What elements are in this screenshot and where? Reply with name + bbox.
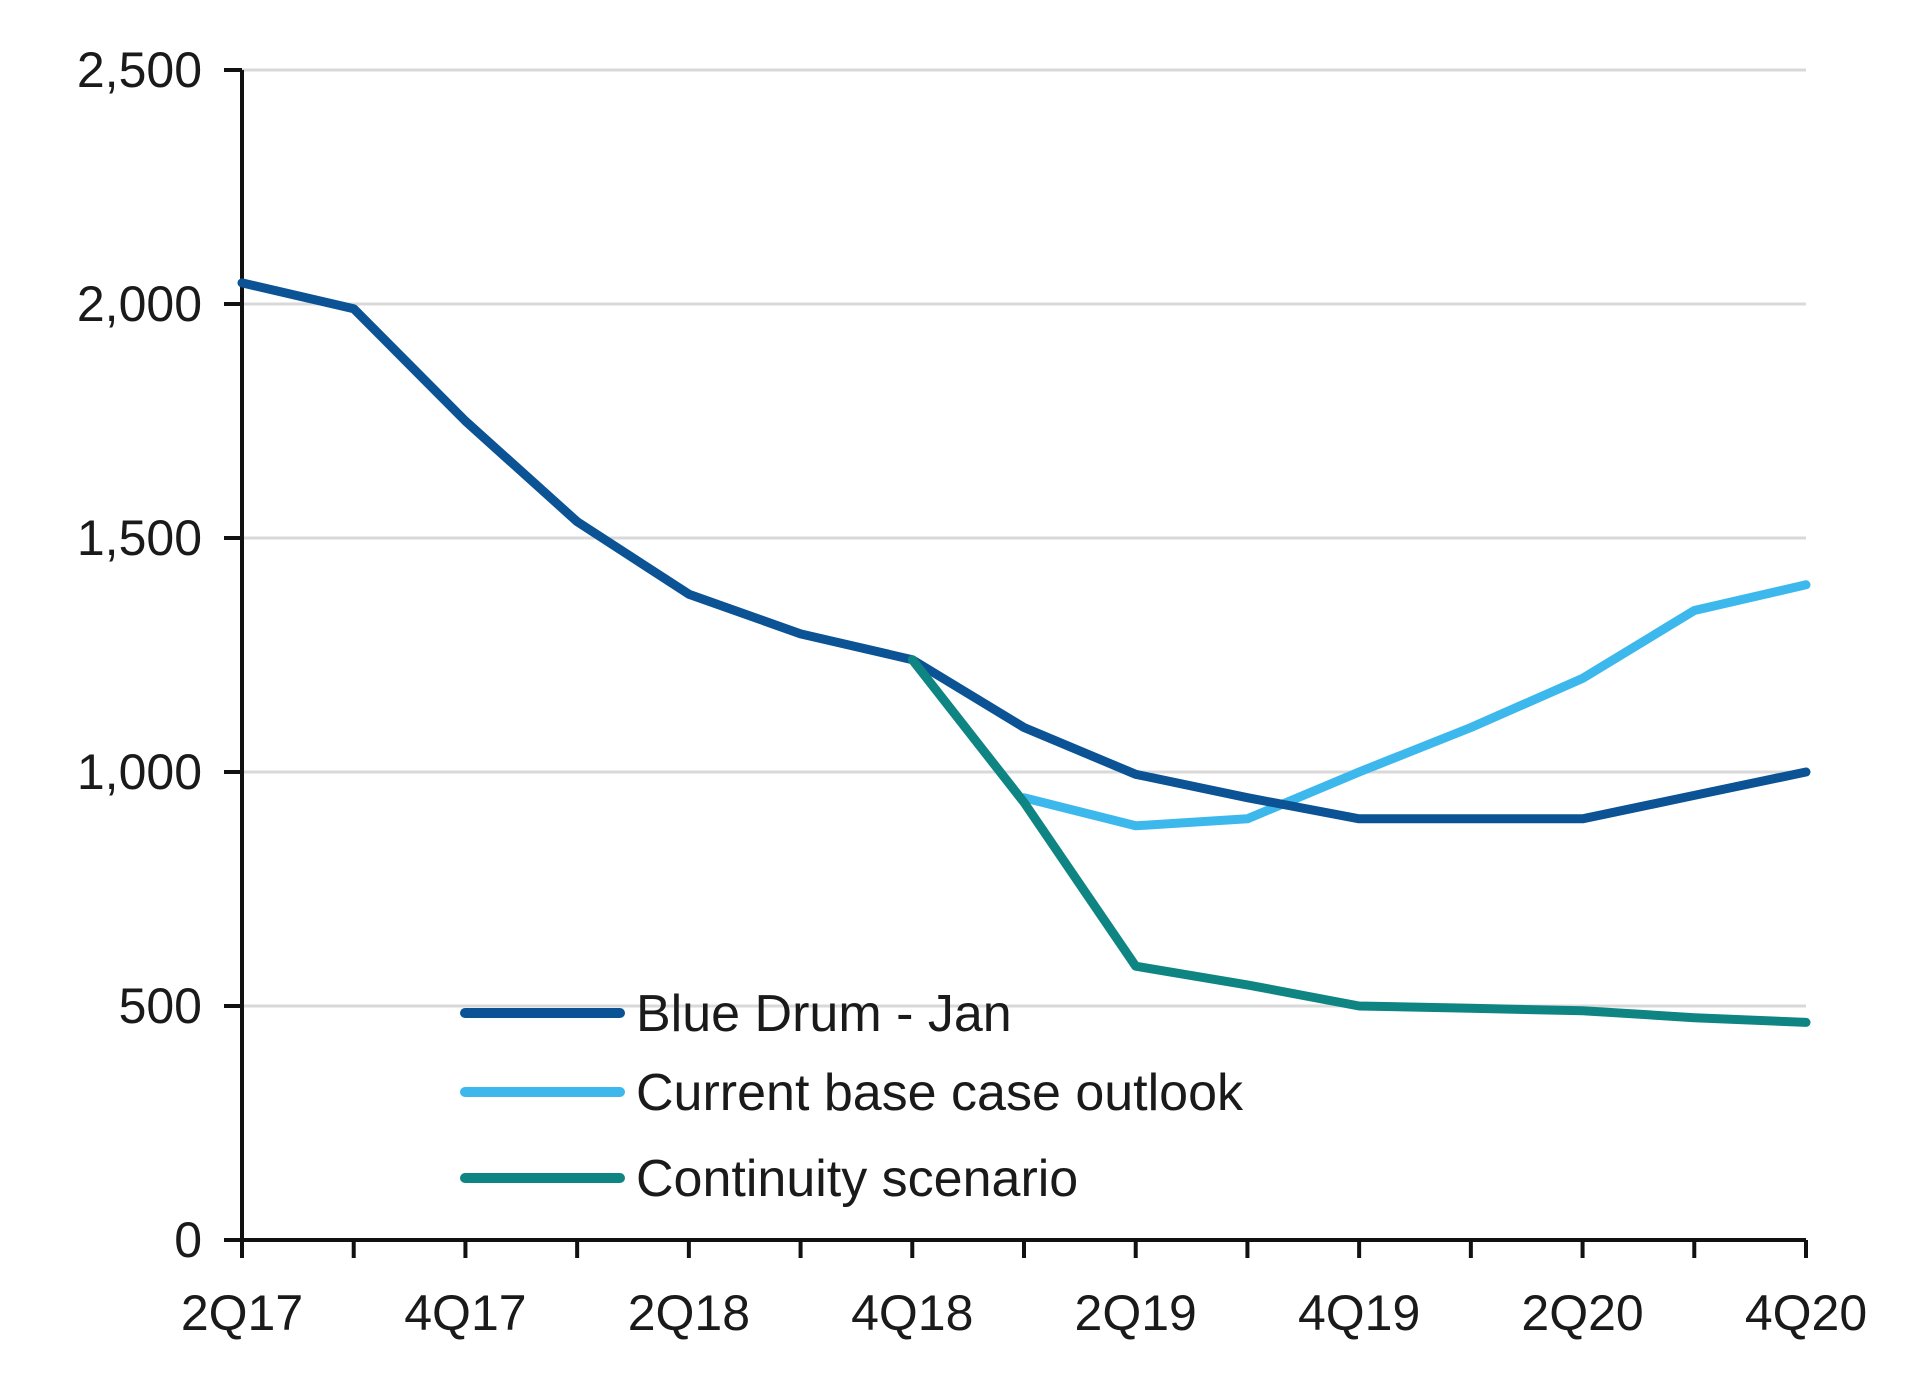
x-tick-label: 4Q20 — [1745, 1285, 1867, 1341]
y-tick-label: 2,000 — [77, 276, 202, 332]
x-tick-label: 2Q18 — [628, 1285, 750, 1341]
legend-label-0: Blue Drum - Jan — [636, 985, 1012, 1043]
axes: 0 500 1,000 1,500 2,000 2,500 2Q17 4Q17 2Q18 4Q18… — [77, 42, 1867, 1341]
series-line-0 — [237, 278, 1811, 824]
gridlines — [242, 68, 1806, 1008]
legend-label-2: Continuity scenario — [636, 1150, 1078, 1208]
x-tick-label: 4Q17 — [404, 1285, 526, 1341]
x-tick-label: 2Q20 — [1521, 1285, 1643, 1341]
series-line-1 — [1019, 580, 1811, 831]
x-tick-label: 2Q19 — [1075, 1285, 1197, 1341]
y-tick-label: 0 — [174, 1212, 202, 1268]
x-tick-label: 4Q18 — [851, 1285, 973, 1341]
y-tick-label: 1,000 — [77, 744, 202, 800]
series-line-2 — [907, 655, 1811, 1027]
x-tick-label: 4Q19 — [1298, 1285, 1420, 1341]
series-lines — [237, 278, 1811, 1027]
legend: Blue Drum - Jan Current base case outlook… — [460, 985, 1244, 1208]
y-tick-label: 1,500 — [77, 510, 202, 566]
y-tick-label: 500 — [119, 978, 202, 1034]
legend-label-1: Current base case outlook — [636, 1064, 1244, 1122]
y-tick-label: 2,500 — [77, 42, 202, 98]
x-tick-label: 2Q17 — [181, 1285, 303, 1341]
